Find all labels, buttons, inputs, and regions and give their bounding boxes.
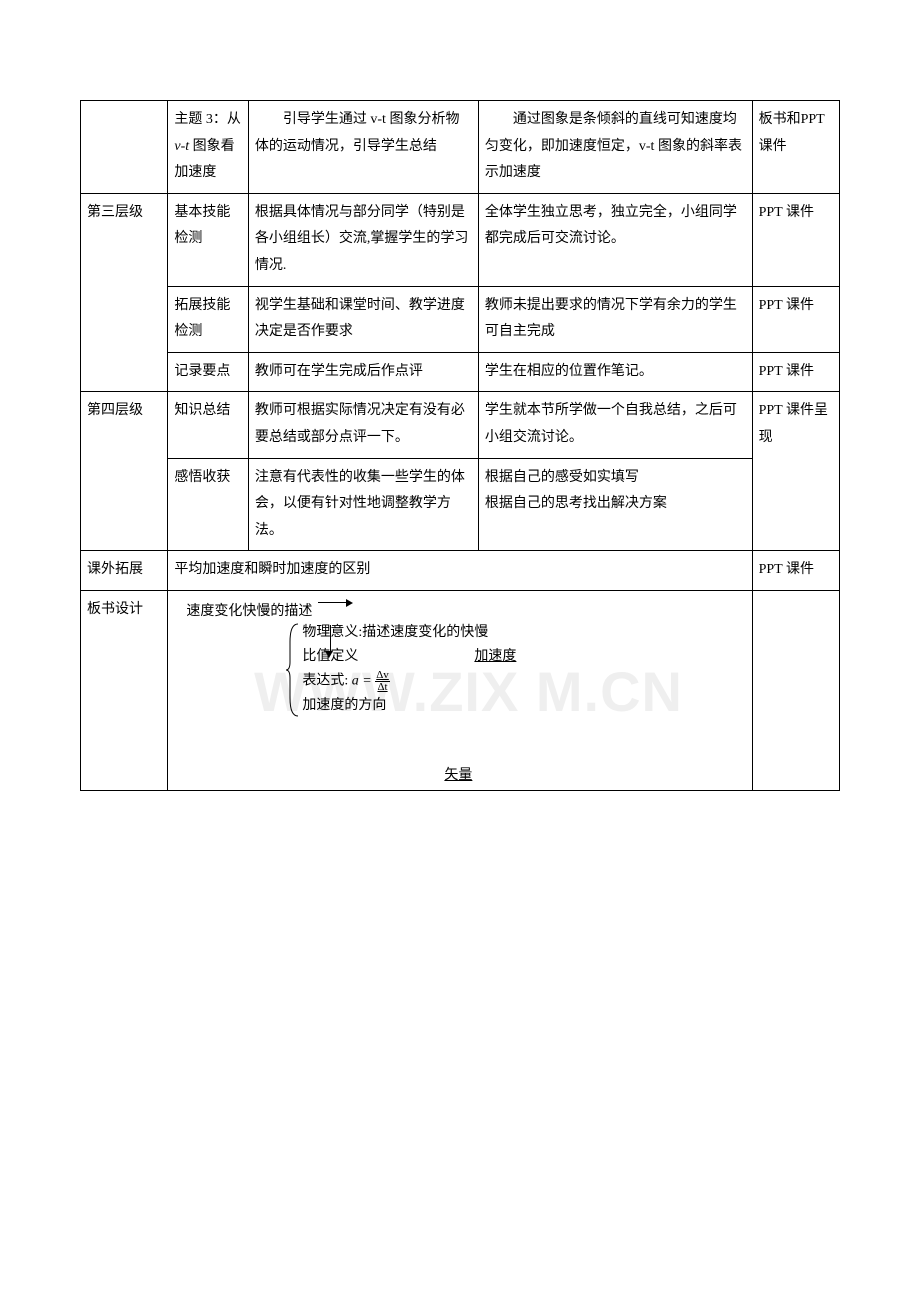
text: 主题 3：从 [174, 112, 241, 127]
cell-media: PPT 课件 [752, 193, 839, 286]
table-row: 感悟收获 注意有代表性的收集一些学生的体会，以便有针对性地调整教学方法。 根据自… [81, 458, 840, 551]
cell-level: 课外拓展 [81, 551, 168, 591]
table-row: 主题 3：从 v-t 图象看加速度 引导学生通过 v-t 图象分析物体的运动情况… [81, 101, 840, 194]
lesson-plan-table: 主题 3：从 v-t 图象看加速度 引导学生通过 v-t 图象分析物体的运动情况… [80, 100, 840, 791]
cell-teacher: 根据具体情况与部分同学（特别是各小组组长）交流,掌握学生的学习情况. [248, 193, 478, 286]
cell-student: 学生在相应的位置作笔记。 [478, 352, 752, 392]
cell-level: 板书设计 [81, 590, 168, 790]
brace-block: 加速度 物理意义:描述速度变化的快慢 比值定义 表达式: a = Δv Δt [286, 622, 743, 718]
cell-media: PPT 课件 [752, 551, 839, 591]
cell-media: PPT 课件 [752, 352, 839, 392]
cell-teacher: 视学生基础和课堂时间、教学进度决定是否作要求 [248, 286, 478, 352]
cell-media: PPT 课件呈现 [752, 392, 839, 551]
formula-lhs: a = [352, 674, 372, 689]
cell-media: PPT 课件 [752, 286, 839, 352]
cell-student: 根据自己的感受如实填写 根据自己的思考找出解决方案 [478, 458, 752, 551]
table-row: 拓展技能检测 视学生基础和课堂时间、教学进度决定是否作要求 教师未提出要求的情况… [81, 286, 840, 352]
fraction-denominator: Δt [376, 682, 388, 693]
cell-topic: 拓展技能检测 [168, 286, 249, 352]
brace-item: 加速度的方向 [302, 695, 488, 717]
arrow-right-icon [318, 599, 353, 607]
table-row: 课外拓展 平均加速度和瞬时加速度的区别 PPT 课件 [81, 551, 840, 591]
cell-level: 第三层级 [81, 193, 168, 392]
cell-teacher: 引导学生通过 v-t 图象分析物体的运动情况，引导学生总结 [248, 101, 478, 194]
cell-media [752, 590, 839, 790]
cell-topic: 基本技能检测 [168, 193, 249, 286]
formula-prefix: 表达式: [302, 674, 348, 689]
cell-student: 教师未提出要求的情况下学有余力的学生可自主完成 [478, 286, 752, 352]
cell-teacher: 注意有代表性的收集一些学生的体会，以便有针对性地调整教学方法。 [248, 458, 478, 551]
table-row: 记录要点 教师可在学生完成后作点评 学生在相应的位置作笔记。 PPT 课件 [81, 352, 840, 392]
brace-icon [286, 622, 300, 718]
cell-student: 学生就本节所学做一个自我总结，之后可小组交流讨论。 [478, 392, 752, 458]
table-row: 第四层级 知识总结 教师可根据实际情况决定有没有必要总结或部分点评一下。 学生就… [81, 392, 840, 458]
acceleration-label: 加速度 [474, 644, 516, 671]
fraction-icon: Δv Δt [375, 670, 390, 693]
concept-diagram: 速度变化快慢的描述 加速度 物理意义:描述速度变化的快慢 [176, 599, 743, 718]
cell-student: 全体学生独立思考，独立完全，小组同学都完成后可交流讨论。 [478, 193, 752, 286]
vt-italic: v-t [174, 139, 189, 154]
cell-topic: 感悟收获 [168, 458, 249, 551]
cell-level: 第四层级 [81, 392, 168, 551]
cell-teacher: 教师可根据实际情况决定有没有必要总结或部分点评一下。 [248, 392, 478, 458]
vector-label: 矢量 [444, 763, 472, 790]
cell-student: 通过图象是条倾斜的直线可知速度均匀变化，即加速度恒定，v-t 图象的斜率表示加速… [478, 101, 752, 194]
cell-teacher: 教师可在学生完成后作点评 [248, 352, 478, 392]
table-row: 板书设计 WWW.ZIX M.CN 速度变化快慢的描述 加速度 [81, 590, 840, 790]
cell-level [81, 101, 168, 194]
cell-topic: 知识总结 [168, 392, 249, 458]
cell-merged: 平均加速度和瞬时加速度的区别 [168, 551, 752, 591]
board-design-diagram: WWW.ZIX M.CN 速度变化快慢的描述 加速度 [168, 590, 752, 790]
cell-media: 板书和PPT 课件 [752, 101, 839, 194]
table-row: 第三层级 基本技能检测 根据具体情况与部分同学（特别是各小组组长）交流,掌握学生… [81, 193, 840, 286]
brace-item: 表达式: a = Δv Δt [302, 670, 488, 693]
cell-topic: 记录要点 [168, 352, 249, 392]
cell-topic: 主题 3：从 v-t 图象看加速度 [168, 101, 249, 194]
arrow-down-icon [328, 625, 333, 658]
